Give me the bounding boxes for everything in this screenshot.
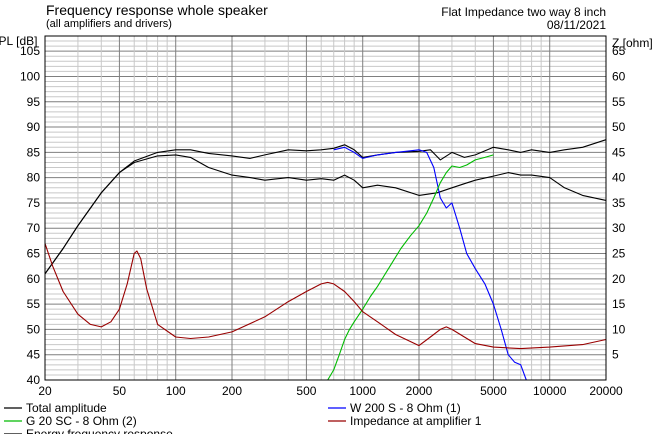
y-tick-label: 55: [27, 297, 41, 311]
series-line: [333, 146, 532, 381]
y2-tick-label: 5: [612, 348, 619, 362]
y2-tick-label: 65: [612, 44, 626, 58]
x-tick-label: 5000: [480, 384, 507, 398]
y2-tick-label: 20: [612, 272, 626, 286]
legend-label: G 20 SC - 8 Ohm (2): [26, 414, 137, 428]
x-tick-label: 100: [166, 384, 186, 398]
legend: Total amplitude W 200 S - 8 Ohm (1) G 20 S…: [4, 401, 482, 434]
series-line: [44, 139, 607, 275]
y2-tick-label: 30: [612, 221, 626, 235]
y2-tick-label: 60: [612, 69, 626, 83]
y-tick-label: 105: [20, 44, 40, 58]
chart-title: Frequency response whole speaker: [46, 2, 268, 18]
chart-subtitle: (all amplifiers and drivers): [46, 18, 172, 30]
x-tick-label: 10000: [533, 384, 567, 398]
y-tick-label: 90: [27, 120, 41, 134]
x-tick-label: 200: [222, 384, 242, 398]
y2-tick-label: 55: [612, 95, 626, 109]
x-tick-label: 20: [38, 384, 52, 398]
curves: [44, 139, 607, 381]
x-tick-label: 500: [296, 384, 316, 398]
project-date: 08/11/2021: [546, 18, 606, 32]
x-tick-label: 50: [113, 384, 127, 398]
y-tick-label: 65: [27, 247, 41, 261]
legend-label: Total amplitude: [26, 401, 107, 415]
y-tick-label: 50: [27, 322, 41, 336]
y-tick-label: 95: [27, 95, 41, 109]
x-tick-label: 20000: [589, 384, 623, 398]
y2-tick-label: 35: [612, 196, 626, 210]
y2-tick-label: 10: [612, 322, 626, 336]
y2-tick-label: 50: [612, 120, 626, 134]
series-line: [44, 243, 607, 350]
y-tick-label: 70: [27, 221, 41, 235]
y2-axis-label: Z [ohm]: [612, 36, 652, 50]
y-tick-label: 80: [27, 171, 41, 185]
legend-label: Impedance at amplifier 1: [350, 414, 482, 428]
y-tick-label: 75: [27, 196, 41, 210]
x-tick-label: 2000: [406, 384, 433, 398]
y-tick-label: 100: [20, 69, 40, 83]
y-tick-label: 40: [27, 373, 41, 387]
axes: 20 50 100 200 500 1000 2000 5000 10000 20000 40 45 5…: [0, 34, 652, 398]
y2-tick-label: 15: [612, 297, 626, 311]
y2-tick-label: 25: [612, 247, 626, 261]
plot-frame: [44, 35, 607, 381]
y-axis-label: SPL [dB]: [0, 34, 37, 48]
y-tick-label: 45: [27, 348, 41, 362]
legend-label: Energy frequency response: [26, 427, 173, 434]
y-tick-label: 85: [27, 145, 41, 159]
series-line: [327, 154, 494, 381]
y-tick-label: 60: [27, 272, 41, 286]
x-tick-label: 1000: [349, 384, 376, 398]
grid: [45, 35, 606, 381]
y2-tick-label: 40: [612, 171, 626, 185]
y2-tick-label: 45: [612, 145, 626, 159]
legend-label: W 200 S - 8 Ohm (1): [350, 401, 461, 415]
project-name: Flat Impedance two way 8 inch: [441, 5, 606, 19]
series-line: [44, 154, 607, 275]
